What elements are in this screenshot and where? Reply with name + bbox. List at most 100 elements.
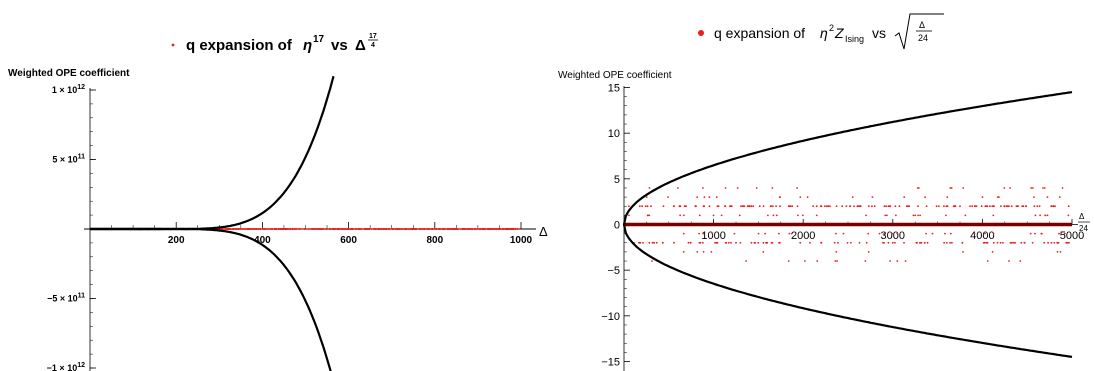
right-data-point xyxy=(724,187,727,189)
left-legend-vs: vs xyxy=(331,37,348,54)
right-data-point xyxy=(679,214,681,217)
right-data-point xyxy=(884,214,887,217)
right-data-point xyxy=(703,196,706,199)
right-data-point xyxy=(745,260,747,262)
right-data-point xyxy=(903,241,905,244)
left-data-point xyxy=(448,228,451,230)
left-data-point xyxy=(485,228,487,230)
right-data-point xyxy=(710,251,713,253)
left-data-point xyxy=(337,228,340,230)
right-data-point xyxy=(873,205,876,208)
left-data-point xyxy=(276,228,279,230)
right-legend-z: Z xyxy=(834,25,844,41)
left-data-point xyxy=(516,228,518,230)
left-data-point xyxy=(246,228,249,230)
left-data-point xyxy=(395,228,398,230)
left-data-point xyxy=(354,228,357,230)
left-data-point xyxy=(278,228,281,230)
left-data-point xyxy=(474,228,477,230)
right-data-point xyxy=(628,205,630,208)
right-data-point xyxy=(771,205,774,208)
left-data-point xyxy=(476,228,479,230)
right-y-tick-label: −5 xyxy=(607,265,620,277)
right-data-point xyxy=(1033,205,1036,208)
right-data-point xyxy=(833,241,836,244)
right-data-point xyxy=(1019,260,1022,262)
right-data-point xyxy=(871,205,873,208)
right-data-point xyxy=(1034,214,1037,217)
right-y-tick-label: −10 xyxy=(601,311,620,323)
right-data-point xyxy=(1059,251,1062,253)
left-legend-marker xyxy=(171,43,175,47)
right-data-point xyxy=(673,205,675,208)
right-data-point xyxy=(943,205,945,208)
left-data-point xyxy=(479,228,482,230)
right-data-point xyxy=(865,214,867,217)
left-data-point xyxy=(350,228,353,230)
right-data-point xyxy=(834,260,837,262)
right-legend-text: q expansion of xyxy=(714,25,805,41)
left-data-point xyxy=(275,228,277,230)
left-data-point xyxy=(466,228,469,230)
right-data-point xyxy=(815,214,818,217)
right-data-point xyxy=(1039,214,1041,217)
right-data-point xyxy=(797,214,799,217)
right-data-point xyxy=(702,251,705,253)
right-data-point xyxy=(842,232,845,235)
left-data-point xyxy=(289,228,291,230)
right-data-point xyxy=(1029,232,1032,235)
right-data-point xyxy=(924,196,926,199)
right-data-point xyxy=(1003,187,1006,189)
right-data-point xyxy=(904,260,907,262)
right-data-point xyxy=(661,241,664,244)
left-data-point xyxy=(322,228,325,230)
left-data-point xyxy=(489,228,491,230)
right-data-point xyxy=(714,241,716,244)
right-data-point xyxy=(757,232,760,235)
left-data-point xyxy=(438,228,441,230)
right-y-tick-label: 0 xyxy=(614,220,620,232)
right-data-point xyxy=(857,205,859,208)
right-data-point xyxy=(835,251,838,253)
right-data-point xyxy=(962,251,964,253)
right-data-point xyxy=(951,241,953,244)
right-data-point xyxy=(920,241,923,244)
right-x-tick-label: 1000 xyxy=(701,230,725,242)
right-data-point xyxy=(687,241,690,244)
right-data-point xyxy=(1050,241,1053,244)
right-data-point xyxy=(702,187,704,189)
left-data-point xyxy=(335,228,338,230)
right-data-point xyxy=(711,232,714,235)
right-data-point xyxy=(943,241,945,244)
left-data-point xyxy=(468,228,471,230)
left-data-point xyxy=(391,228,394,230)
right-legend-frac-den: 24 xyxy=(918,33,928,43)
right-data-point xyxy=(912,214,915,217)
left-data-point xyxy=(402,228,405,230)
left-data-point xyxy=(267,228,269,230)
right-data-point xyxy=(689,241,692,244)
right-data-point xyxy=(750,205,753,208)
left-legend-frac-num: 17 xyxy=(369,33,377,40)
right-data-point xyxy=(1053,241,1056,244)
right-data-point xyxy=(898,205,901,208)
right-data-point xyxy=(1038,205,1041,208)
right-data-point xyxy=(867,232,870,235)
right-data-point xyxy=(696,196,699,199)
right-data-point xyxy=(651,260,653,262)
right-data-point xyxy=(639,241,642,244)
right-data-point xyxy=(883,205,886,208)
right-data-point xyxy=(682,232,685,235)
left-upper-bound-curve xyxy=(90,75,335,231)
left-data-point xyxy=(409,228,412,230)
right-data-point xyxy=(1056,251,1059,253)
right-legend-frac-num: Δ xyxy=(919,20,925,30)
right-data-point xyxy=(1000,205,1002,208)
right-x-tick-label: 3000 xyxy=(881,230,905,242)
left-data-point xyxy=(273,228,276,230)
right-data-point xyxy=(1043,241,1046,244)
right-data-point xyxy=(858,241,861,244)
right-data-point xyxy=(1002,241,1004,244)
right-data-point xyxy=(971,205,974,208)
right-data-point xyxy=(796,205,799,208)
